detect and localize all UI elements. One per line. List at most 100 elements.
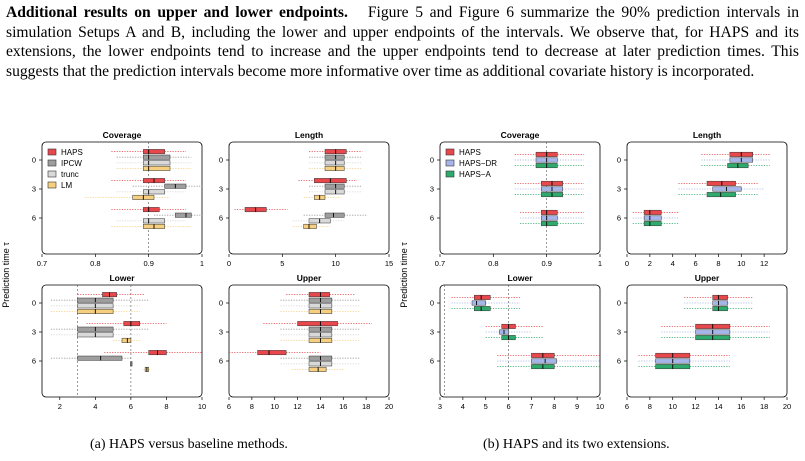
panel-title: Coverage	[501, 132, 540, 140]
x-tick-label: 10	[271, 402, 279, 411]
legend-swatch	[47, 181, 57, 189]
x-tick-label: 8	[164, 402, 168, 411]
x-tick-label: 6	[693, 259, 697, 268]
x-tick-label: 1	[598, 259, 602, 268]
y-tick-label: 0	[32, 299, 36, 308]
legend-label: LM	[61, 181, 72, 190]
box	[297, 321, 338, 327]
legend-label: IPCW	[61, 159, 82, 168]
box	[308, 292, 330, 298]
box	[541, 221, 558, 227]
box	[474, 306, 491, 312]
x-tick-label: 14	[316, 402, 324, 411]
box	[541, 209, 558, 215]
box	[541, 215, 558, 221]
x-tick-label: 18	[760, 402, 768, 411]
caption-a: (a) HAPS versus baseline methods.	[90, 437, 288, 452]
y-tick-label: 6	[430, 357, 434, 366]
x-tick-label: 12	[293, 402, 301, 411]
y-tick-label: 6	[32, 357, 36, 366]
y-tick-label: 0	[219, 299, 223, 308]
box	[471, 300, 486, 306]
x-tick-label: 20	[385, 402, 393, 411]
x-tick-label: 0.7	[435, 259, 445, 268]
x-tick-label: 20	[783, 402, 791, 411]
box	[308, 366, 327, 372]
legend-swatch	[445, 170, 455, 178]
box	[474, 294, 491, 300]
box	[712, 300, 728, 306]
x-tick-label: 4	[671, 259, 675, 268]
x-tick-label: 6	[129, 402, 133, 411]
x-tick-label: 8	[552, 402, 556, 411]
x-tick-label: 9	[575, 402, 579, 411]
y-tick-label: 3	[430, 185, 434, 194]
box	[531, 358, 557, 364]
panel-frame	[626, 284, 788, 398]
box	[706, 180, 736, 186]
box	[712, 294, 728, 300]
box	[303, 223, 317, 229]
x-tick-label: 7	[529, 402, 533, 411]
panel-frame	[41, 141, 203, 255]
x-tick-label: 0.7	[37, 259, 47, 268]
y-tick-label: 3	[32, 328, 36, 337]
box	[324, 154, 345, 160]
legend-label: HAPS−A	[459, 170, 491, 179]
y-tick-label: 6	[219, 357, 223, 366]
panel-frame	[439, 284, 601, 398]
x-tick-label: 5	[280, 259, 284, 268]
x-tick-label: 0	[227, 259, 231, 268]
legend-swatch	[47, 159, 57, 167]
x-tick-label: 2	[58, 402, 62, 411]
y-tick-label: 0	[32, 156, 36, 165]
y-tick-label: 3	[617, 185, 621, 194]
box	[324, 183, 345, 189]
y-tick-label: 6	[219, 214, 223, 223]
panel-title: Upper	[297, 273, 322, 283]
panel-title: Lower	[109, 273, 135, 283]
box	[712, 306, 728, 312]
x-tick-label: 8	[648, 402, 652, 411]
results-paragraph: Additional results on upper and lower en…	[6, 3, 799, 81]
y-axis-label: Prediction time τ	[1, 242, 11, 308]
box	[143, 189, 165, 195]
y-tick-label: 3	[430, 328, 434, 337]
legend-swatch	[47, 170, 57, 178]
box	[77, 355, 123, 361]
y-tick-label: 6	[32, 214, 36, 223]
box	[143, 207, 160, 213]
x-tick-label: 5	[484, 402, 488, 411]
box	[706, 192, 736, 198]
x-tick-label: 6	[506, 402, 510, 411]
legend-swatch	[445, 159, 455, 167]
y-axis-label: Prediction time τ	[399, 242, 409, 308]
x-tick-label: 8	[716, 259, 720, 268]
x-tick-label: 2	[648, 259, 652, 268]
x-tick-label: 12	[760, 259, 768, 268]
panel-frame	[439, 141, 601, 255]
x-tick-label: 4	[93, 402, 97, 411]
y-tick-label: 3	[219, 185, 223, 194]
box	[123, 321, 141, 327]
panel-title: Length	[693, 132, 721, 140]
panel-title: Lower	[507, 273, 533, 283]
panel-title: Length	[295, 132, 323, 140]
caption-b: (b) HAPS and its two extensions.	[483, 437, 670, 452]
box	[712, 186, 742, 192]
panel-title: Coverage	[103, 132, 142, 140]
box	[257, 350, 287, 356]
legend-label: HAPS	[61, 148, 83, 157]
y-tick-label: 0	[617, 156, 621, 165]
box	[324, 189, 345, 195]
box	[324, 165, 345, 171]
x-tick-label: 0.9	[143, 259, 153, 268]
box	[175, 212, 192, 218]
x-tick-label: 12	[691, 402, 699, 411]
x-tick-label: 4	[461, 402, 465, 411]
x-tick-label: 10	[198, 402, 206, 411]
paragraph-body: Figure 5 and Figure 6 summarize the 90% …	[6, 4, 799, 80]
y-tick-label: 3	[219, 328, 223, 337]
x-tick-label: 0.8	[90, 259, 100, 268]
